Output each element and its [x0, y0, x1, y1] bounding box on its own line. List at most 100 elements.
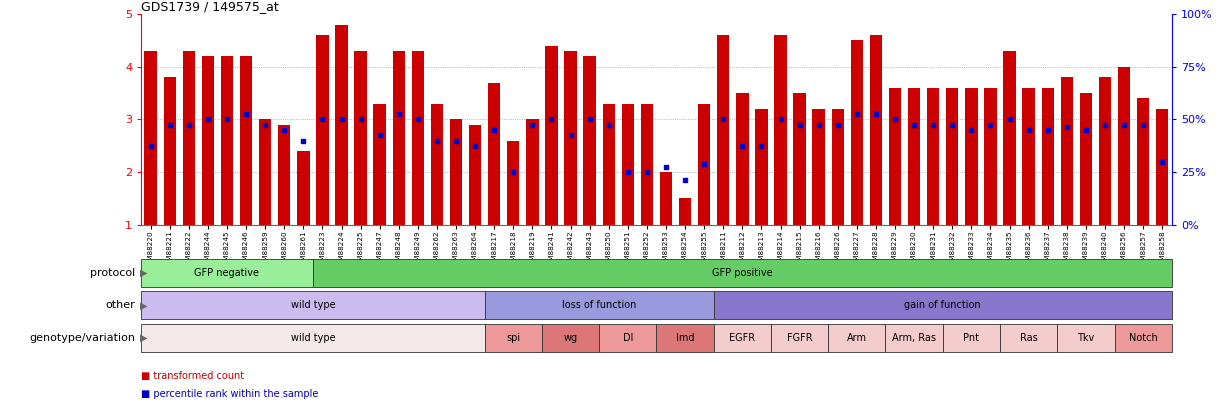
- Text: EGFR: EGFR: [729, 333, 756, 343]
- Point: [618, 169, 638, 175]
- Bar: [656, 324, 714, 352]
- Point: [675, 177, 694, 183]
- Point: [924, 122, 944, 128]
- Text: Tkv: Tkv: [1077, 333, 1094, 343]
- Bar: [771, 324, 828, 352]
- Bar: [714, 324, 771, 352]
- Bar: [926, 88, 940, 225]
- Point: [771, 116, 790, 123]
- Text: Dl: Dl: [622, 333, 633, 343]
- Point: [561, 132, 580, 139]
- Point: [485, 127, 504, 133]
- Point: [369, 132, 389, 139]
- Text: spi: spi: [507, 333, 520, 343]
- Bar: [141, 291, 485, 320]
- Point: [447, 137, 466, 144]
- Text: GFP positive: GFP positive: [712, 268, 773, 278]
- Point: [790, 122, 810, 128]
- Bar: [640, 104, 653, 225]
- Point: [809, 122, 828, 128]
- Point: [275, 127, 294, 133]
- Bar: [221, 56, 233, 225]
- Bar: [488, 83, 501, 225]
- Point: [503, 169, 523, 175]
- Point: [656, 164, 676, 170]
- Bar: [431, 104, 443, 225]
- Bar: [542, 324, 599, 352]
- Text: wild type: wild type: [291, 301, 335, 310]
- Text: wg: wg: [563, 333, 578, 343]
- Bar: [1022, 88, 1034, 225]
- Bar: [393, 51, 405, 225]
- Bar: [1156, 109, 1168, 225]
- Bar: [411, 51, 425, 225]
- Point: [1096, 122, 1115, 128]
- Point: [1134, 122, 1153, 128]
- Bar: [1114, 324, 1172, 352]
- Text: FGFR: FGFR: [787, 333, 812, 343]
- Point: [713, 116, 733, 123]
- Text: GDS1739 / 149575_at: GDS1739 / 149575_at: [141, 0, 279, 13]
- Point: [293, 137, 313, 144]
- Bar: [984, 88, 996, 225]
- Bar: [908, 88, 920, 225]
- Point: [237, 111, 256, 117]
- Point: [541, 116, 561, 123]
- Point: [962, 127, 982, 133]
- Point: [1018, 127, 1038, 133]
- Point: [599, 122, 618, 128]
- Bar: [832, 109, 844, 225]
- Point: [580, 116, 600, 123]
- Text: Pnt: Pnt: [963, 333, 979, 343]
- Point: [752, 143, 772, 149]
- Point: [465, 143, 485, 149]
- Bar: [145, 51, 157, 225]
- Bar: [317, 35, 329, 225]
- Bar: [450, 119, 463, 225]
- Text: ■ transformed count: ■ transformed count: [141, 371, 244, 381]
- Point: [980, 122, 1000, 128]
- Bar: [714, 291, 1172, 320]
- Point: [198, 116, 217, 123]
- Point: [313, 116, 333, 123]
- Point: [1000, 116, 1020, 123]
- Text: other: other: [106, 301, 135, 310]
- Point: [733, 143, 752, 149]
- Text: ▶: ▶: [140, 301, 147, 310]
- Bar: [1080, 93, 1092, 225]
- Point: [389, 111, 409, 117]
- Bar: [717, 35, 729, 225]
- Bar: [485, 291, 714, 320]
- Bar: [966, 88, 978, 225]
- Point: [1152, 158, 1172, 165]
- Text: gain of function: gain of function: [904, 301, 982, 310]
- Bar: [163, 77, 175, 225]
- Bar: [794, 93, 806, 225]
- Text: Ras: Ras: [1020, 333, 1038, 343]
- Point: [847, 111, 866, 117]
- Bar: [1058, 324, 1114, 352]
- Text: wild type: wild type: [291, 333, 335, 343]
- Bar: [1118, 67, 1130, 225]
- Text: ▶: ▶: [140, 268, 147, 278]
- Bar: [335, 25, 347, 225]
- Bar: [259, 119, 271, 225]
- Point: [828, 122, 848, 128]
- Point: [637, 169, 656, 175]
- Point: [866, 111, 886, 117]
- Bar: [828, 324, 886, 352]
- Bar: [526, 119, 539, 225]
- Text: Arm: Arm: [847, 333, 866, 343]
- Bar: [564, 51, 577, 225]
- Bar: [507, 141, 519, 225]
- Point: [409, 116, 428, 123]
- Text: Imd: Imd: [676, 333, 694, 343]
- Bar: [1098, 77, 1112, 225]
- Bar: [698, 104, 710, 225]
- Point: [885, 116, 904, 123]
- Bar: [660, 172, 672, 225]
- Text: Arm, Ras: Arm, Ras: [892, 333, 936, 343]
- Bar: [239, 56, 253, 225]
- Bar: [1000, 324, 1058, 352]
- Bar: [946, 88, 958, 225]
